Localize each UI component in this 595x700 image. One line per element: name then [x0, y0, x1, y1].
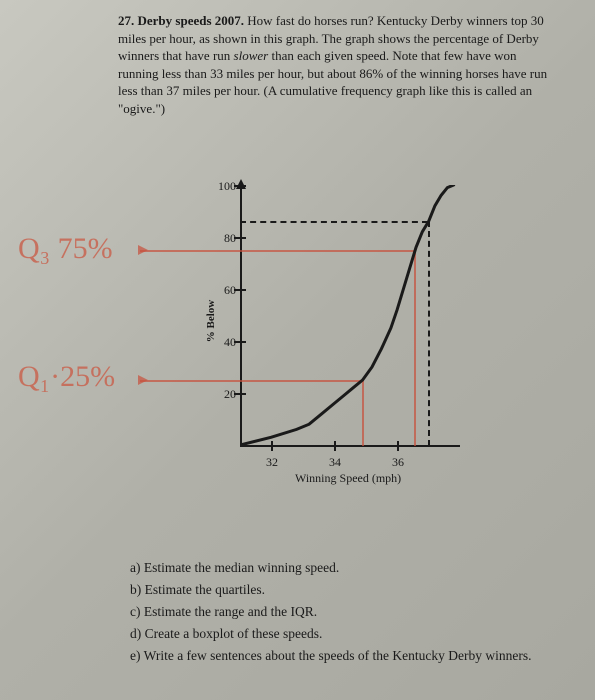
problem-title: Derby speeds 2007.: [138, 13, 245, 28]
ogive-chart: 20 40 60 80 100 32 34 36 % Below Winning…: [200, 175, 480, 495]
y-label-60: 60: [206, 283, 236, 298]
annotation-q1: Q₁·25%: [18, 360, 115, 394]
problem-number: 27.: [118, 13, 134, 28]
y-label-20: 20: [206, 387, 236, 402]
problem-text: 27. Derby speeds 2007. How fast do horse…: [118, 12, 558, 117]
ogive-curve: [240, 185, 500, 450]
problem-body: How fast do horses run? Kentucky Derby w…: [118, 13, 547, 116]
x-label-34: 34: [320, 455, 350, 470]
x-axis-title: Winning Speed (mph): [295, 471, 401, 486]
x-label-32: 32: [257, 455, 287, 470]
question-b: b) Estimate the quartiles.: [130, 580, 550, 601]
q1-arrow: [138, 375, 148, 385]
question-e: e) Write a few sentences about the speed…: [130, 646, 550, 667]
question-c: c) Estimate the range and the IQR.: [130, 602, 550, 623]
page: 27. Derby speeds 2007. How fast do horse…: [0, 0, 595, 700]
x-label-36: 36: [383, 455, 413, 470]
questions-list: a) Estimate the median winning speed. b)…: [130, 558, 550, 668]
annotation-q3: Q₃ 75%: [18, 232, 113, 266]
question-a: a) Estimate the median winning speed.: [130, 558, 550, 579]
y-label-100: 100: [206, 179, 236, 194]
question-d: d) Create a boxplot of these speeds.: [130, 624, 550, 645]
q3-arrow: [138, 245, 148, 255]
y-axis-title: % Below: [205, 300, 217, 342]
y-label-80: 80: [206, 231, 236, 246]
